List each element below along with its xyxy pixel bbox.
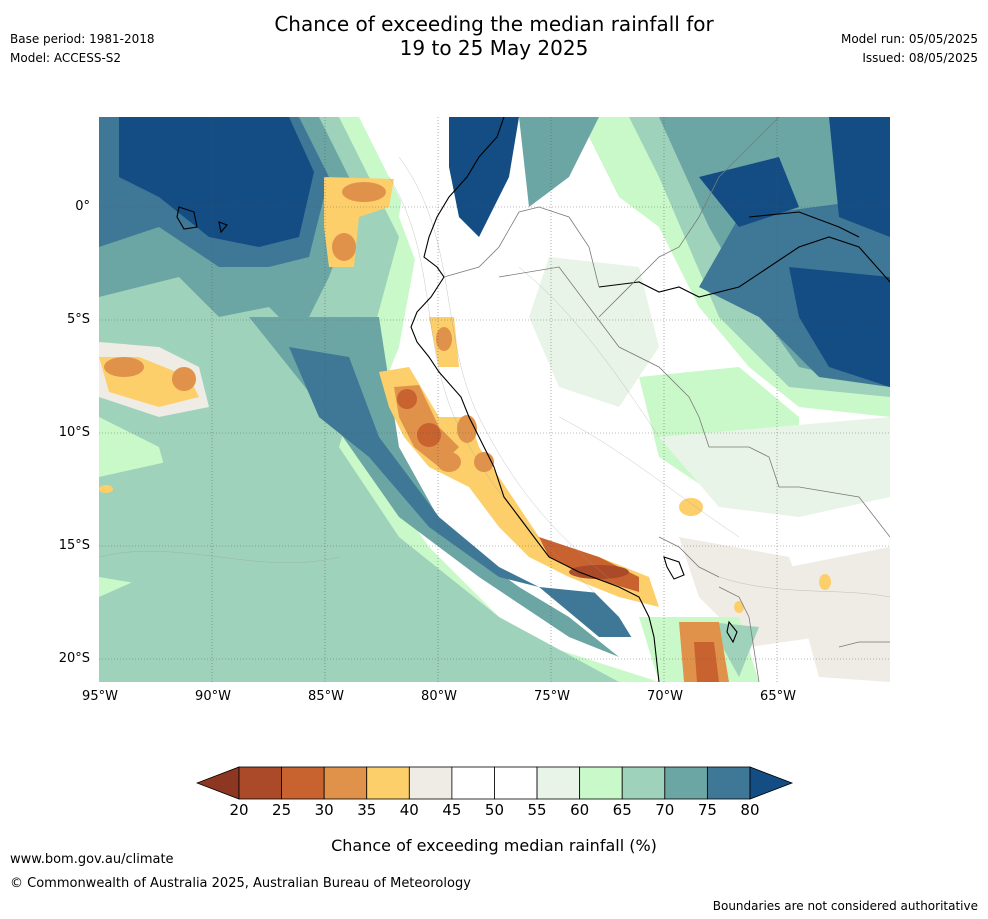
colorbar-tick-label: 55 (527, 801, 547, 819)
colorbar (196, 766, 794, 800)
grid-lines (99, 117, 890, 682)
title-line-2: 19 to 25 May 2025 (399, 36, 589, 60)
colorbar-cell (451, 766, 495, 800)
lat-label-10s: 10°S (58, 425, 90, 440)
coastline (176, 117, 890, 682)
colorbar-cell (494, 766, 538, 800)
lon-label-85w: 85°W (308, 689, 344, 704)
colorbar-cell (664, 766, 708, 800)
colorbar-cell (706, 766, 751, 800)
colorbar-tick-label: 60 (570, 801, 590, 819)
colorbar-cell (238, 766, 282, 800)
lon-label-75w: 75°W (534, 689, 570, 704)
colorbar-tick-label: 75 (697, 801, 717, 819)
model-name: Model: ACCESS-S2 (10, 51, 122, 65)
rainfall-field (99, 117, 890, 682)
lon-label-65w: 65°W (760, 689, 796, 704)
colorbar-cell (366, 766, 410, 800)
colorbar-cell (579, 766, 623, 800)
colorbar-tick-label: 25 (272, 801, 292, 819)
colorbar-tick-label: 80 (740, 801, 760, 819)
website-link[interactable]: www.bom.gov.au/climate (10, 852, 174, 867)
colorbar-cell (408, 766, 453, 800)
colorbar-tick-label: 50 (484, 801, 505, 819)
colorbar-tick-label: 40 (399, 801, 419, 819)
disclaimer: Boundaries are not considered authoritat… (712, 899, 978, 913)
colorbar-cell (536, 766, 581, 800)
colorbar-tick-label: 65 (612, 801, 632, 819)
thin-contours (99, 156, 890, 598)
country-borders (443, 117, 890, 682)
map-canvas (99, 117, 890, 682)
issued-date: Issued: 08/05/2025 (862, 51, 978, 65)
colorbar-tick-label: 20 (229, 801, 249, 819)
colorbar-cell (281, 766, 325, 800)
colorbar-cell (323, 766, 368, 800)
copyright: © Commonwealth of Australia 2025, Austra… (10, 876, 471, 891)
lon-label-80w: 80°W (421, 689, 457, 704)
colorbar-low-arrow (196, 766, 240, 800)
lat-label-20s: 20°S (58, 651, 90, 666)
colorbar-tick-label: 70 (655, 801, 675, 819)
lat-label-15s: 15°S (58, 538, 90, 553)
colorbar-cell (621, 766, 666, 800)
title-line-1: Chance of exceeding the median rainfall … (274, 12, 714, 36)
lon-label-90w: 90°W (195, 689, 231, 704)
lon-label-95w: 95°W (82, 689, 118, 704)
colorbar-high-arrow (749, 766, 794, 800)
rainfall-map (99, 117, 890, 682)
colorbar-tick-label: 30 (314, 801, 334, 819)
lon-label-70w: 70°W (647, 689, 683, 704)
colorbar-tick-label: 45 (442, 801, 462, 819)
model-run: Model run: 05/05/2025 (840, 32, 978, 46)
lat-label-0: 0° (75, 199, 90, 214)
colorbar-label: Chance of exceeding median rainfall (%) (331, 836, 657, 855)
lat-label-5s: 5°S (66, 312, 90, 327)
base-period: Base period: 1981-2018 (10, 32, 155, 46)
map-title: Chance of exceeding the median rainfall … (0, 12, 988, 60)
colorbar-tick-label: 35 (357, 801, 377, 819)
